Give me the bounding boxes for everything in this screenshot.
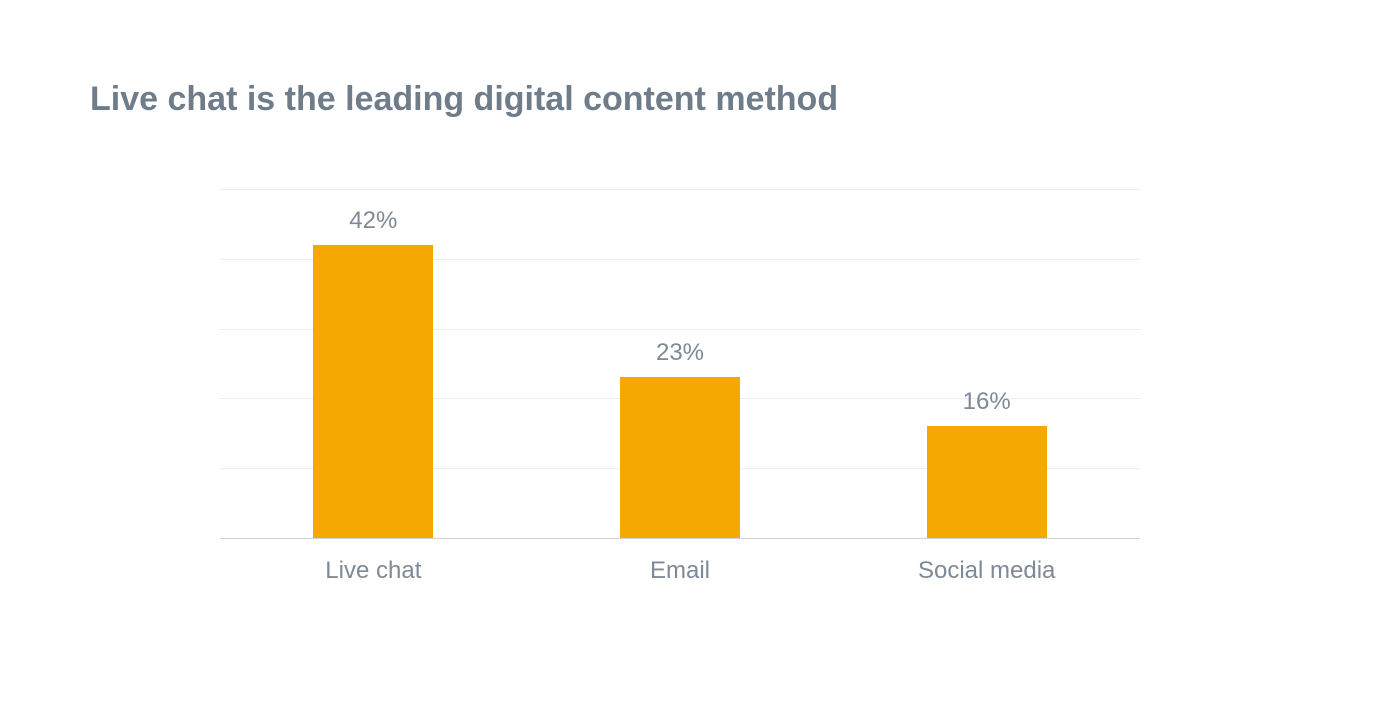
bar-rect: 42%: [313, 245, 433, 538]
bar-slot: 16%: [833, 189, 1140, 538]
bar-slot: 23%: [527, 189, 834, 538]
x-axis-labels: Live chatEmailSocial media: [220, 557, 1140, 585]
bar-rect: 16%: [927, 426, 1047, 538]
x-axis-label: Live chat: [220, 557, 527, 585]
bar-value-label: 16%: [927, 388, 1047, 426]
chart-plot-wrapper: 42% 23% 16% Live chatEmailSocial media: [220, 189, 1290, 585]
bar-value-label: 23%: [620, 339, 740, 377]
chart-container: Live chat is the leading digital content…: [0, 0, 1380, 585]
plot-area: 42% 23% 16%: [220, 189, 1140, 539]
bars-row: 42% 23% 16%: [220, 189, 1140, 538]
chart-title: Live chat is the leading digital content…: [90, 80, 1290, 119]
bar-rect: 23%: [620, 377, 740, 538]
bar-slot: 42%: [220, 189, 527, 538]
x-axis-label: Social media: [833, 557, 1140, 585]
bar-value-label: 42%: [313, 207, 433, 245]
x-axis-label: Email: [527, 557, 834, 585]
